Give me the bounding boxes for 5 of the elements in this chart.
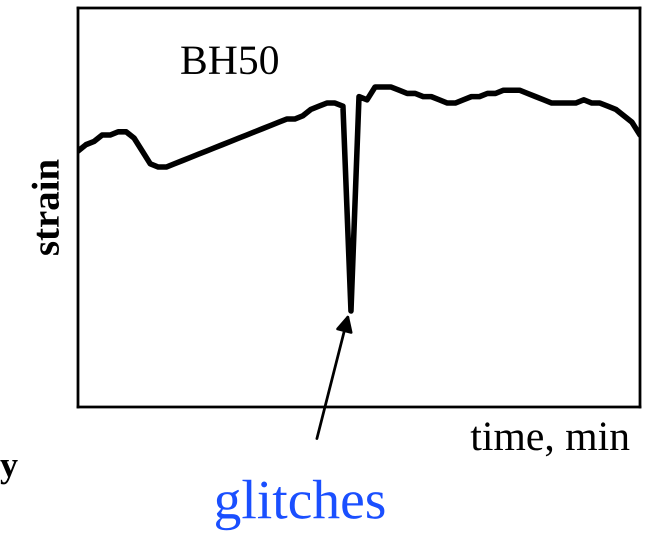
text: glitches bbox=[216, 480, 384, 530]
y-axis-title: strain bbox=[32, 159, 59, 255]
text: BH50 bbox=[181, 46, 278, 74]
text: y bbox=[0, 460, 18, 484]
x-axis-title: time, min bbox=[470, 422, 630, 456]
